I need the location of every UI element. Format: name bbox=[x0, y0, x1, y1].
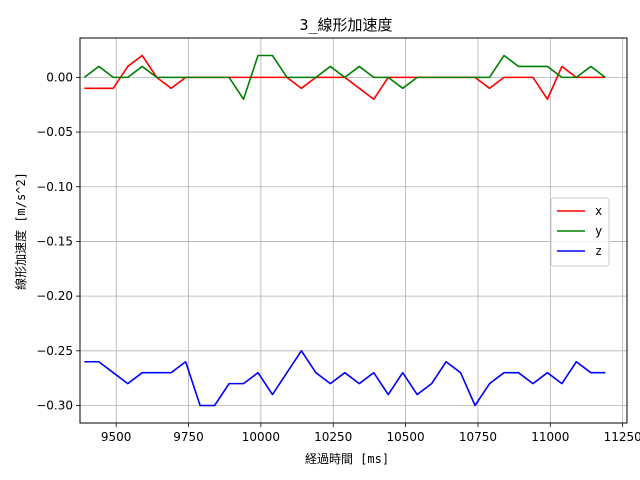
series-line-y bbox=[83, 54, 606, 101]
x-tick-label: 10000 bbox=[242, 430, 280, 444]
chart-title: 3_線形加速度 bbox=[299, 16, 392, 34]
y-tick-label: −0.05 bbox=[36, 125, 73, 139]
grid bbox=[80, 38, 627, 423]
x-axis-ticks: 9500 9750 10000 10250 10500 10750 11000 11250 bbox=[101, 423, 640, 444]
y-tick-label: 0.00 bbox=[46, 70, 73, 84]
x-tick-label: 11250 bbox=[604, 430, 640, 444]
y-tick-label: −0.15 bbox=[36, 234, 73, 248]
y-tick-label: −0.30 bbox=[36, 399, 73, 413]
x-tick-label: 9750 bbox=[173, 430, 204, 444]
plot-frame bbox=[79, 37, 628, 424]
x-tick-label: 10250 bbox=[314, 430, 352, 444]
x-tick-label: 11000 bbox=[531, 430, 569, 444]
legend-box bbox=[550, 197, 610, 267]
legend-label-z: z bbox=[595, 244, 602, 258]
x-tick-label: 10500 bbox=[387, 430, 425, 444]
y-tick-label: −0.25 bbox=[36, 344, 73, 358]
y-tick-label: −0.20 bbox=[36, 289, 73, 303]
x-tick-label: 10750 bbox=[459, 430, 497, 444]
x-axis-label: 経過時間 [ms] bbox=[305, 452, 389, 466]
y-tick-label: −0.10 bbox=[36, 180, 73, 194]
x-tick-label: 9500 bbox=[101, 430, 132, 444]
y-axis-label: 線形加速度 [m/s^2] bbox=[13, 172, 28, 290]
legend: xyz bbox=[550, 197, 610, 267]
y-axis-ticks: 0.00 −0.05 −0.10 −0.15 −0.20 −0.25 −0.30 bbox=[36, 70, 80, 413]
legend-label-y: y bbox=[595, 224, 602, 238]
series-lines bbox=[83, 54, 606, 407]
legend-label-x: x bbox=[595, 204, 602, 218]
series-line-z bbox=[84, 350, 606, 407]
